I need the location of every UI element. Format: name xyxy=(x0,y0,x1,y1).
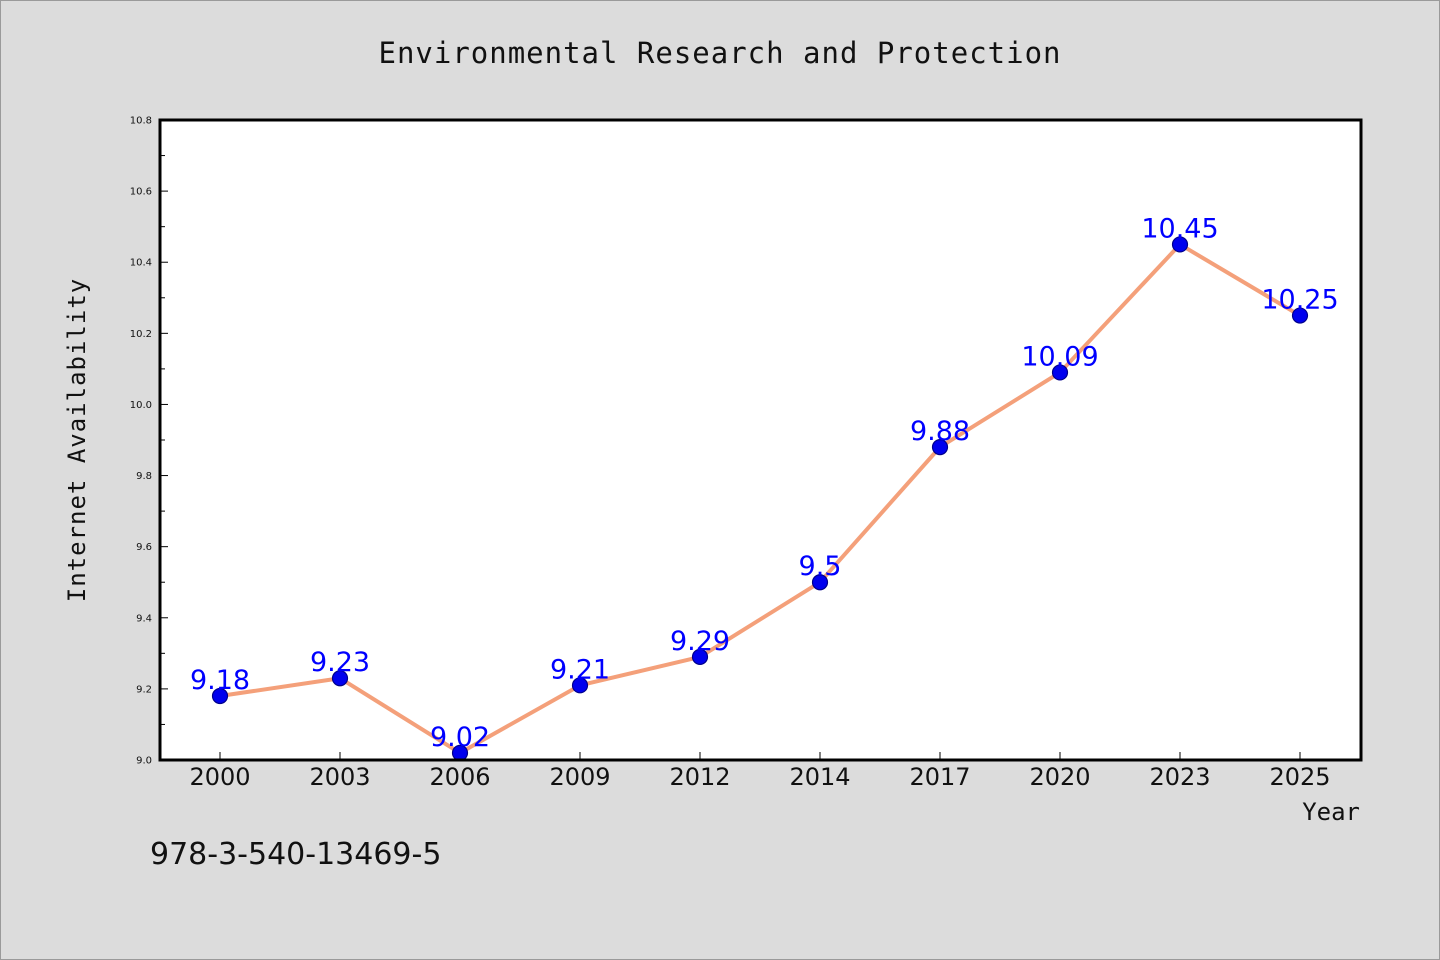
y-tick-label: 10.8 xyxy=(130,116,152,127)
y-axis-label: Internet Availability xyxy=(63,278,91,602)
y-tick-label: 10.6 xyxy=(130,187,152,198)
series-line xyxy=(218,242,1302,755)
data-point xyxy=(211,687,229,705)
data-label: 9.21 xyxy=(550,654,610,685)
x-tick-label: 2025 xyxy=(1269,763,1330,791)
x-tick-label: 2017 xyxy=(909,763,970,791)
data-point xyxy=(691,648,709,665)
data-label: 9.02 xyxy=(430,722,490,753)
x-tick-label: 2012 xyxy=(669,763,730,791)
data-label: 10.25 xyxy=(1261,285,1338,316)
data-label: 9.29 xyxy=(670,626,730,657)
x-axis-label: Year xyxy=(1302,798,1360,826)
data-point xyxy=(1051,364,1069,381)
data-label: 9.5 xyxy=(799,551,842,582)
data-point xyxy=(1291,307,1309,324)
data-label: 9.23 xyxy=(310,647,370,678)
data-point xyxy=(1171,236,1189,253)
x-tick-label: 2006 xyxy=(429,763,490,791)
y-tick-label: 9.6 xyxy=(136,542,152,553)
x-tick-label: 2000 xyxy=(189,763,250,791)
y-tick-label: 10.4 xyxy=(130,258,152,269)
y-tick-label: 10.0 xyxy=(130,400,152,411)
y-tick-label: 10.2 xyxy=(130,329,152,340)
data-label: 10.09 xyxy=(1021,341,1098,372)
x-axis-ticks: 2000 2003 2006 2009 2012 2014 2017 2020 2023 2025 xyxy=(189,752,1331,791)
chart-title: Environmental Research and Protection xyxy=(378,36,1061,70)
y-tick-label: 9.8 xyxy=(136,471,152,482)
x-tick-label: 2023 xyxy=(1149,763,1210,791)
y-tick-label: 9.0 xyxy=(136,756,152,767)
x-tick-label: 2009 xyxy=(549,763,610,791)
data-point xyxy=(331,670,349,687)
y-tick-label: 9.2 xyxy=(136,684,152,695)
data-point xyxy=(811,574,829,591)
plot-area xyxy=(160,120,1361,760)
plot-border xyxy=(158,118,1363,762)
data-point xyxy=(571,677,589,694)
y-tick-label: 9.4 xyxy=(136,613,152,624)
data-label: 9.88 xyxy=(910,416,970,447)
x-tick-label: 2003 xyxy=(309,763,370,791)
data-label: 9.18 xyxy=(190,665,250,696)
data-point xyxy=(931,439,949,456)
data-series xyxy=(211,236,1309,761)
data-label: 10.45 xyxy=(1141,213,1218,244)
isbn-annotation: 978-3-540-13469-5 xyxy=(150,837,441,872)
x-tick-label: 2014 xyxy=(789,763,850,791)
data-labels: 9.18 9.23 9.02 9.21 9.29 9.5 9.88 10.09 10.45 10.… xyxy=(190,213,1339,752)
x-tick-label: 2020 xyxy=(1029,763,1090,791)
